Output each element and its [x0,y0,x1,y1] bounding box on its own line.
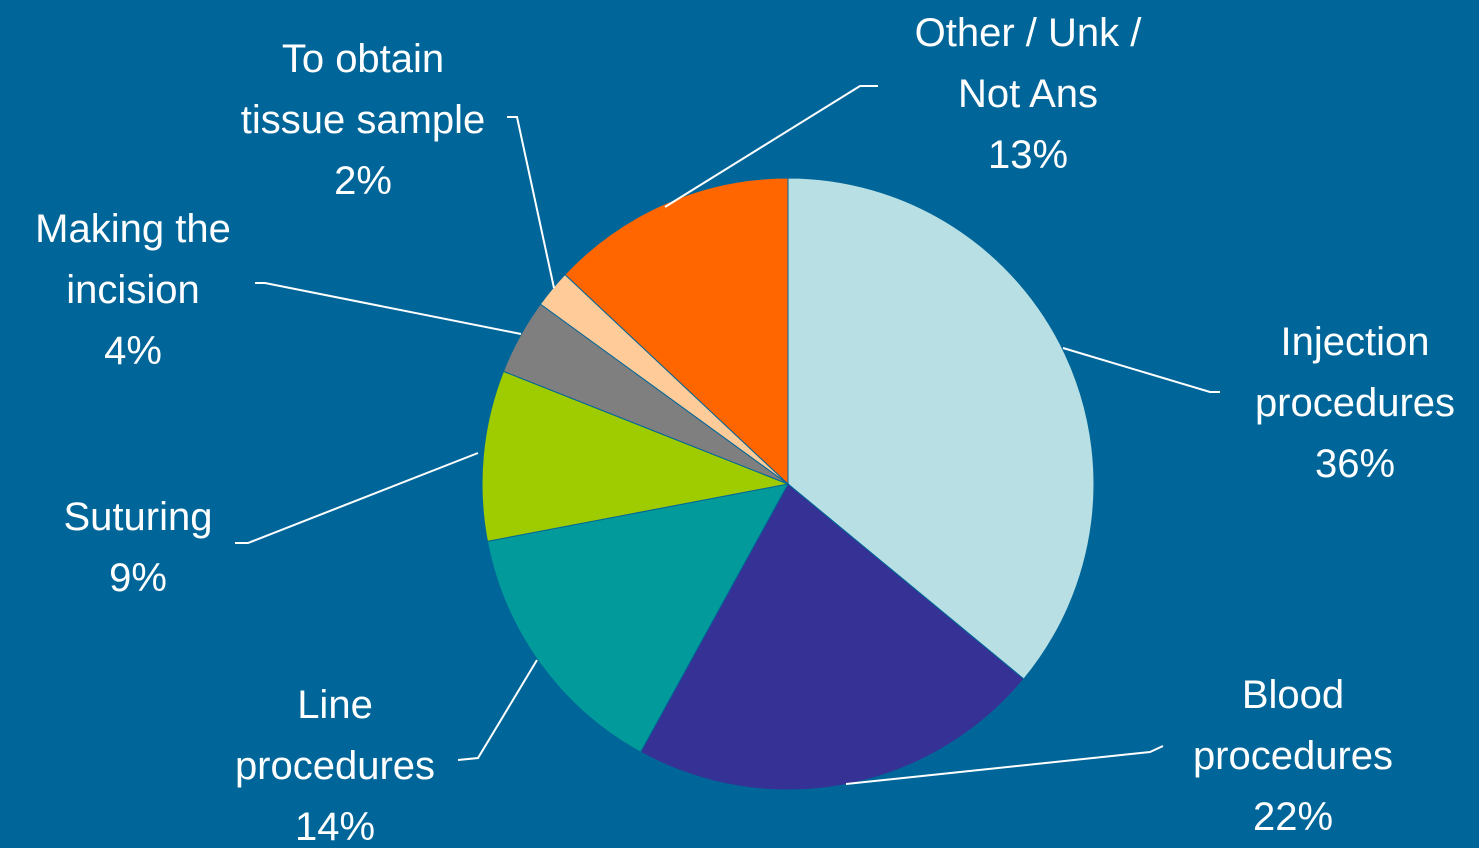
pie-slice [639,483,1025,791]
leader-line [255,282,522,335]
leader-line [457,659,538,761]
slice-label-line: 2% [334,159,392,203]
slice-label: Blood procedures 22% [1193,673,1393,839]
slices-layer [481,177,1095,791]
slice-label-line: 9% [109,556,167,600]
pie-slice [564,177,789,486]
pie-slice [481,370,790,542]
slice-label-line: Making the [35,207,231,251]
pie-slice [486,483,789,753]
slice-label-line: incision [66,268,199,312]
slice-label: Injection procedures 36% [1255,320,1455,486]
pie-slice [787,177,1095,680]
slice-label-line: Other / Unk / [915,11,1143,55]
slice-label-line: 13% [988,133,1068,177]
slice-label-line: 14% [295,805,375,848]
leader-line [664,85,878,208]
labels-layer: Injection procedures 36% Blood procedures 22%… [35,11,1455,848]
slice-label-line: 4% [104,329,162,373]
slice-label-line: tissue sample [241,98,486,142]
leader-line [507,116,555,289]
leader-lines-layer [235,85,1220,785]
slice-label: Suturing 9% [64,495,213,600]
slice-label: Other / Unk / Not Ans 13% [915,11,1143,177]
slice-label-line: 22% [1253,795,1333,839]
slice-label-line: Not Ans [958,72,1098,116]
leader-line [235,452,479,544]
slice-label-line: 36% [1315,442,1395,486]
slice-label-line: Blood [1242,673,1344,717]
slice-label-line: procedures [1255,381,1455,425]
leader-line [845,745,1164,785]
slice-label-line: procedures [235,744,435,788]
slice-label: Making the incision 4% [35,207,231,373]
slice-label-line: Injection [1281,320,1430,364]
slice-label-line: To obtain [282,37,444,81]
slice-label: To obtain tissue sample 2% [241,37,486,203]
slice-label-line: Suturing [64,495,213,539]
leader-line [1062,347,1220,393]
slice-label: Line procedures 14% [235,683,435,848]
slice-label-line: Line [297,683,373,727]
slice-label-line: procedures [1193,734,1393,778]
